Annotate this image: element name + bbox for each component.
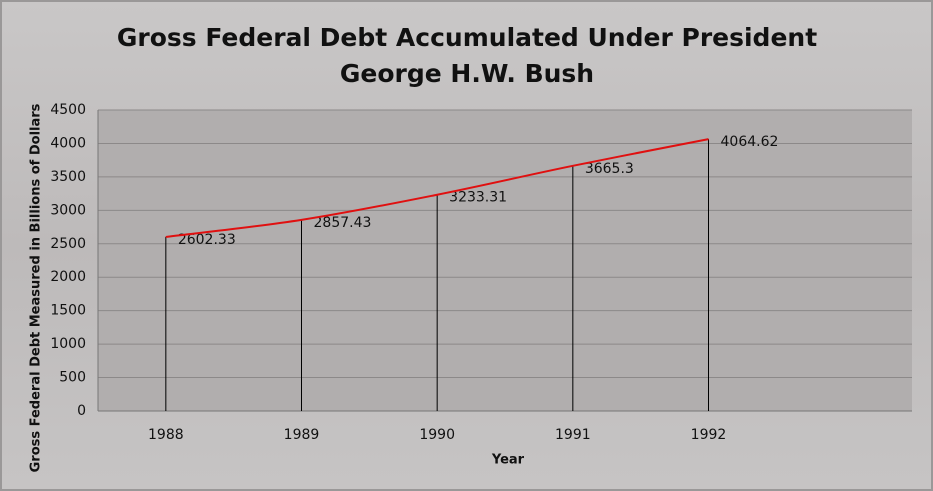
x-tick-label: 1991 <box>555 427 591 443</box>
y-tick-label: 1000 <box>50 336 86 352</box>
x-tick-label: 1989 <box>284 427 320 443</box>
y-tick-label: 3000 <box>50 202 86 218</box>
y-axis-label: Gross Federal Debt Measured in Billions … <box>29 103 44 472</box>
plot-area <box>98 110 912 411</box>
y-tick-label: 4500 <box>50 102 86 118</box>
y-tick-label: 2000 <box>50 269 86 285</box>
y-tick-label: 3500 <box>50 169 86 185</box>
x-axis-label: Year <box>491 453 525 468</box>
y-tick-label: 1500 <box>50 303 86 319</box>
data-label: 2602.33 <box>178 232 236 248</box>
series-line <box>165 138 709 238</box>
data-label: 4064.62 <box>721 134 779 150</box>
y-tick-label: 0 <box>77 403 86 419</box>
data-label: 2857.43 <box>314 215 372 231</box>
x-tick-label: 1988 <box>148 427 184 443</box>
y-tick-label: 2500 <box>50 236 86 252</box>
chart-title: Gross Federal Debt Accumulated Under Pre… <box>116 23 818 88</box>
y-tick-label: 4000 <box>50 135 86 151</box>
data-label: 3665.3 <box>585 161 634 177</box>
data-label: 3233.31 <box>449 190 507 206</box>
x-tick-label: 1990 <box>419 427 455 443</box>
y-tick-label: 500 <box>59 370 86 386</box>
x-tick-label: 1992 <box>691 427 727 443</box>
